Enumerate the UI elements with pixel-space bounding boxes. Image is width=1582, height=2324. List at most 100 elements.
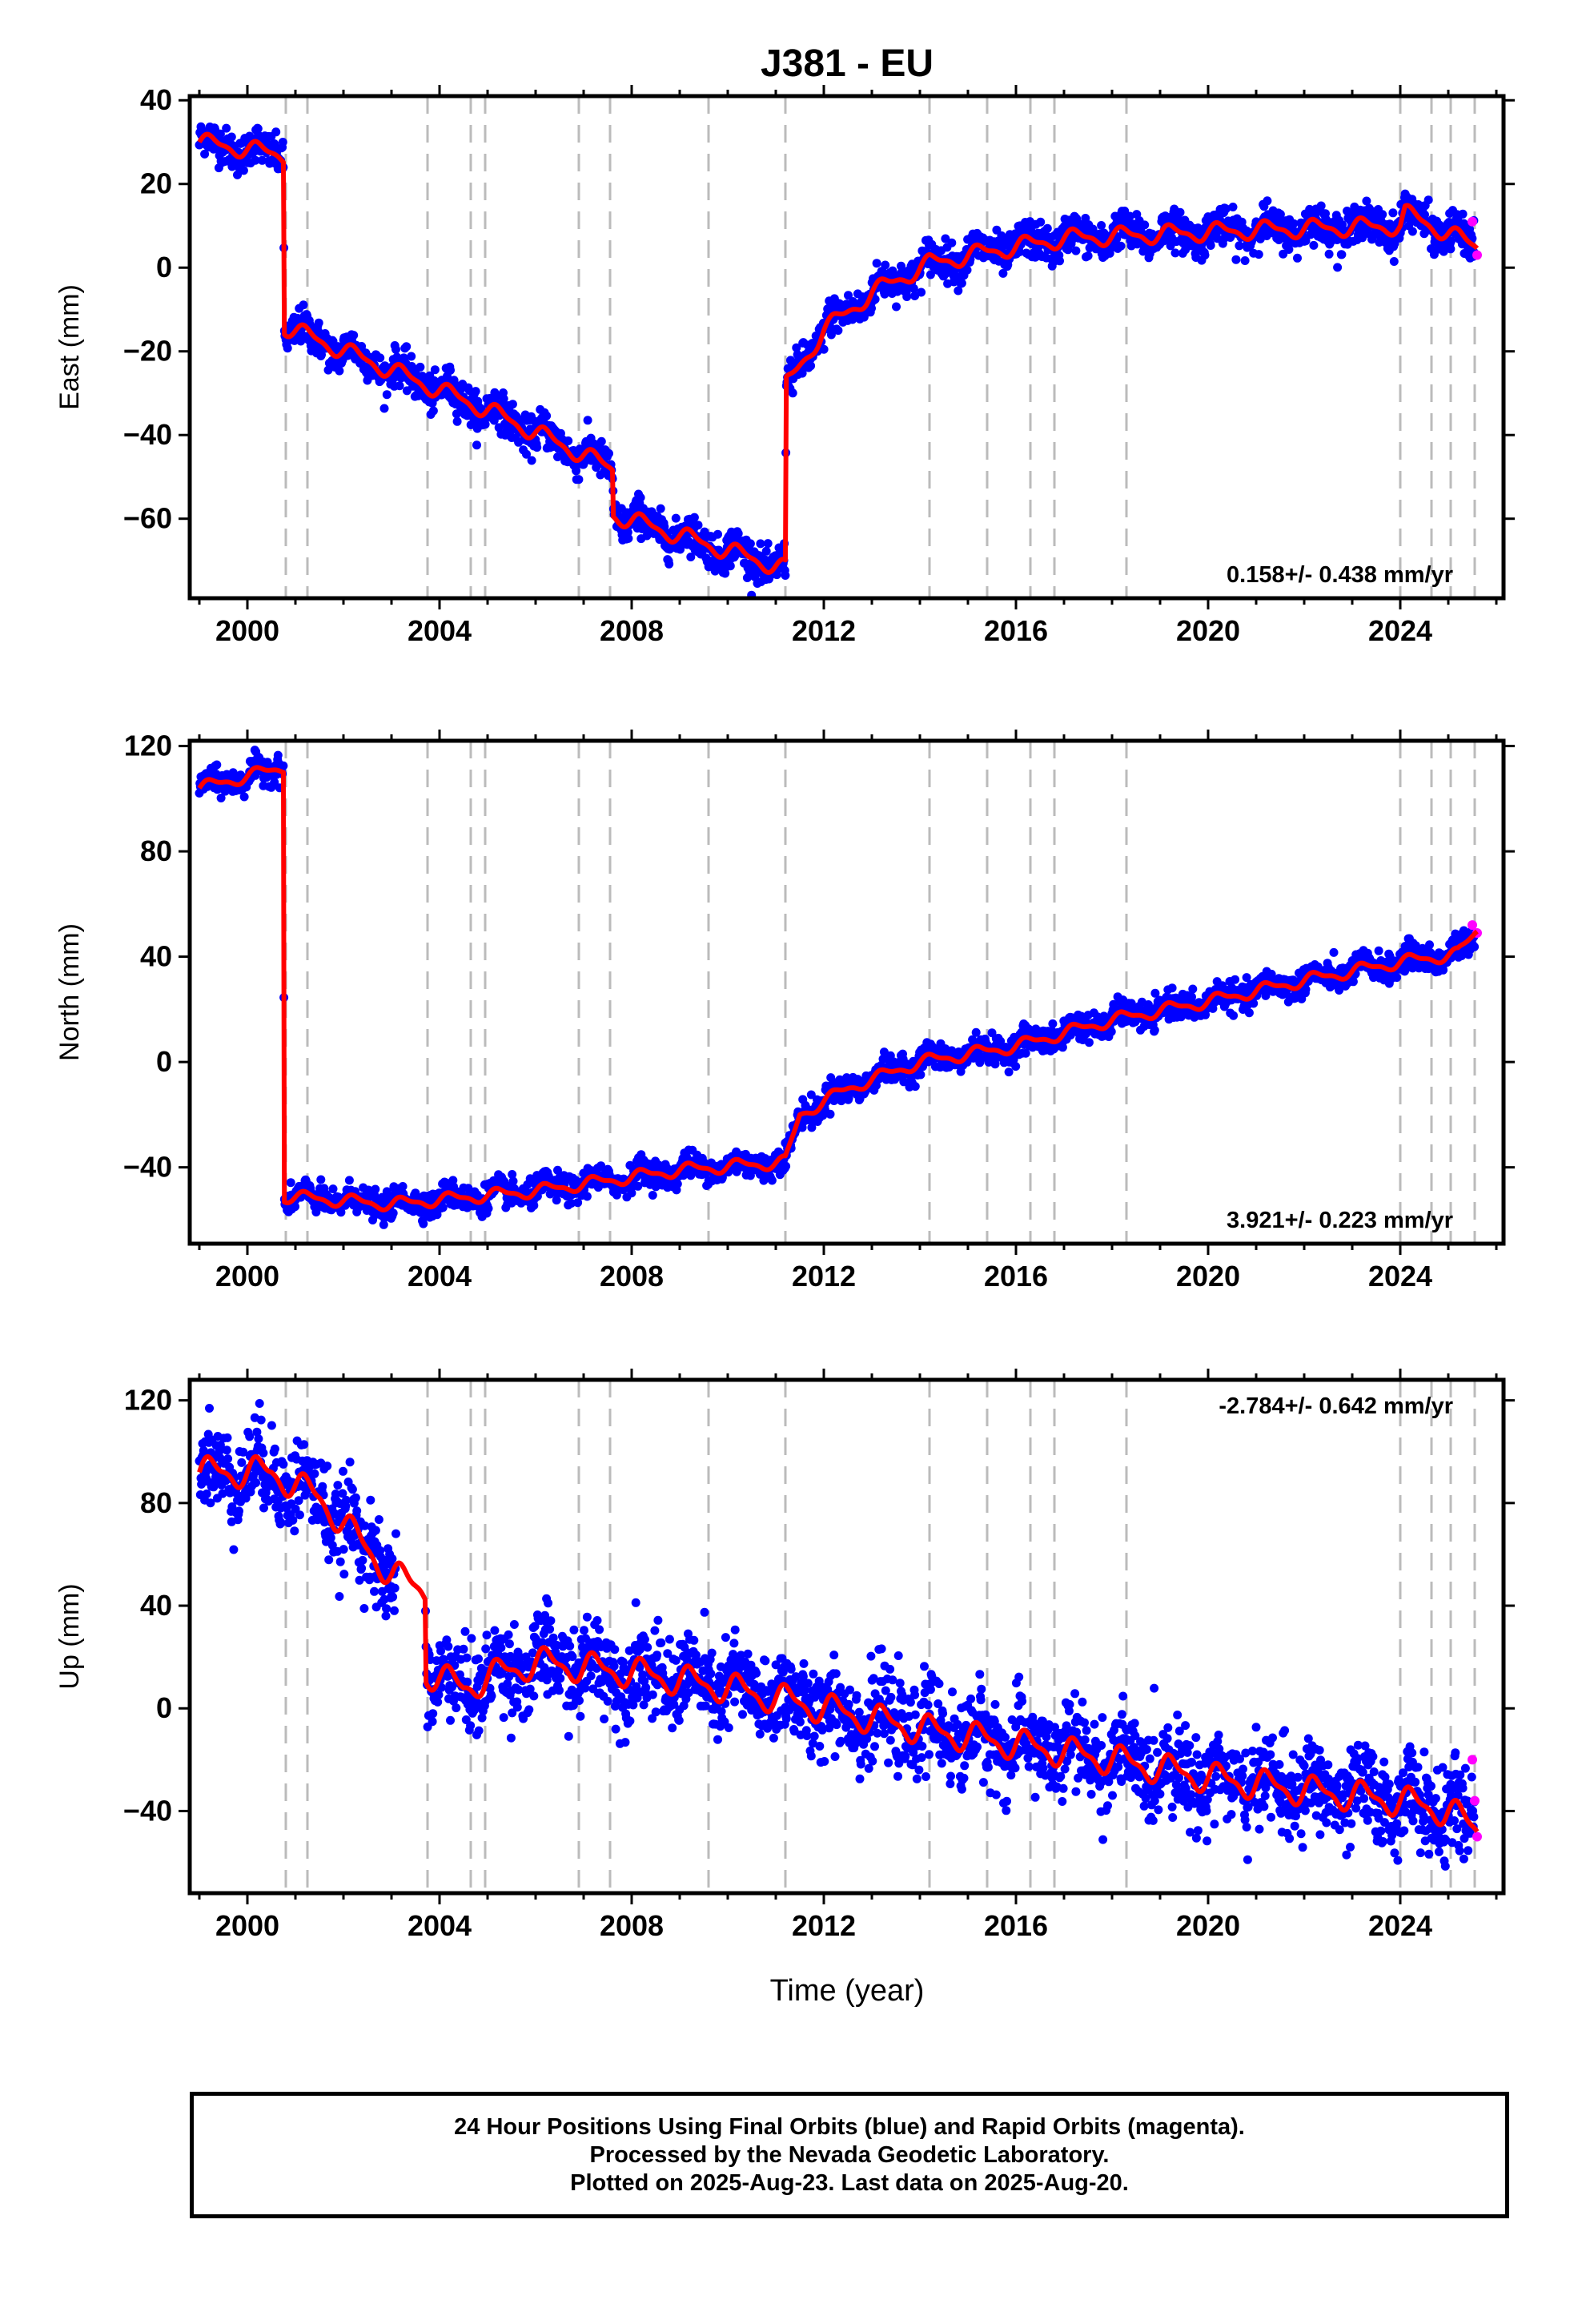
east-data-point — [572, 466, 581, 476]
east-data-point — [299, 300, 308, 310]
east-data-point — [596, 436, 606, 446]
east-data-point — [624, 533, 633, 543]
east-data-point — [1423, 195, 1433, 205]
east-data-point — [665, 559, 674, 569]
east-data-point — [1254, 250, 1263, 259]
east-data-point — [407, 352, 416, 361]
east-data-point — [797, 368, 807, 378]
north-data-point — [388, 1208, 398, 1218]
north-data-point — [781, 1161, 791, 1171]
east-data-point — [283, 344, 292, 353]
east-data-point — [227, 132, 236, 142]
east-data-point — [1071, 246, 1081, 255]
east-x-tick-label: 2024 — [1368, 614, 1432, 647]
north-data-point — [825, 1109, 835, 1119]
east-data-point — [671, 513, 681, 523]
east-data-point — [721, 569, 730, 578]
north-data-point — [1084, 1038, 1094, 1047]
east-data-point — [222, 123, 231, 133]
north-data-point — [1187, 992, 1196, 1002]
east-data-point — [1105, 248, 1114, 258]
east-data-point — [395, 381, 404, 391]
east-data-point — [472, 440, 481, 450]
east-data-point — [314, 318, 323, 328]
east-data-point — [689, 513, 699, 522]
north-data-point — [344, 1176, 354, 1185]
north-data-point — [508, 1176, 518, 1186]
east-data-point — [926, 270, 935, 279]
east-data-point — [428, 406, 438, 416]
east-data-point — [761, 546, 771, 556]
north-data-point — [673, 1179, 682, 1188]
east-data-point — [402, 342, 412, 352]
north-data-point — [371, 1184, 380, 1194]
east-data-point — [527, 456, 536, 465]
figure-title: J381 - EU — [761, 42, 934, 85]
north-data-point — [1150, 1025, 1159, 1035]
east-data-point — [1388, 208, 1398, 218]
north-data-point — [212, 760, 222, 770]
east-data-point — [542, 411, 552, 420]
north-data-point — [627, 1188, 636, 1198]
east-data-point — [522, 449, 531, 459]
east-data-point — [826, 330, 836, 340]
north-data-point — [273, 750, 283, 760]
east-rapid-point — [1472, 250, 1482, 260]
north-data-point — [328, 1184, 338, 1194]
east-data-point — [452, 416, 462, 426]
north-data-point — [1188, 984, 1198, 994]
east-y-tick-label: −40 — [123, 418, 172, 451]
east-data-point — [200, 149, 210, 159]
east-data-point — [881, 260, 890, 270]
north-data-point — [1229, 1011, 1239, 1020]
north-data-point — [1011, 1062, 1021, 1072]
east-data-point — [290, 336, 299, 345]
east-data-point — [872, 259, 881, 268]
east-x-tick-label: 2000 — [215, 614, 279, 647]
east-data-point — [1263, 196, 1272, 206]
north-data-point — [582, 1192, 592, 1201]
east-data-point — [750, 572, 760, 581]
north-data-point — [1231, 975, 1240, 984]
east-data-point — [1206, 241, 1215, 250]
east-data-point — [656, 504, 665, 513]
east-data-point — [416, 362, 425, 372]
east-data-point — [391, 344, 400, 354]
north-data-point — [316, 1175, 326, 1184]
north-data-point — [419, 1219, 428, 1228]
east-data-point — [792, 343, 801, 352]
east-data-point — [1316, 201, 1326, 211]
east-data-point — [532, 443, 542, 452]
east-data-point — [1116, 241, 1126, 251]
east-data-point — [833, 326, 843, 336]
north-data-point — [1244, 1008, 1254, 1018]
east-data-point — [867, 304, 876, 313]
north-data-point — [286, 1178, 295, 1188]
east-data-point — [725, 561, 735, 571]
east-data-point — [1389, 257, 1399, 266]
north-panel: 2000 2004 2008 2012 2016 2020 202412080400−40 … — [54, 730, 1515, 1293]
east-data-point — [892, 302, 901, 312]
east-data-point — [215, 129, 225, 139]
east-data-point — [1228, 203, 1238, 211]
east-data-point — [745, 539, 755, 549]
north-data-point — [648, 1191, 657, 1200]
east-model-line — [197, 131, 1480, 575]
east-data-point — [910, 292, 920, 300]
east-data-point — [1014, 247, 1024, 257]
east-data-point — [258, 155, 267, 165]
north-data-point — [767, 1176, 777, 1185]
east-points — [195, 122, 1480, 600]
east-data-point — [806, 361, 816, 371]
east-data-point — [1175, 207, 1185, 217]
east-data-point — [902, 292, 912, 301]
north-data-point — [910, 1082, 920, 1092]
east-data-point — [604, 448, 613, 458]
east-data-point — [251, 155, 260, 165]
east-data-point — [998, 268, 1008, 278]
east-data-point — [954, 286, 963, 296]
east-events — [284, 96, 1476, 598]
east-data-point — [1200, 251, 1210, 260]
east-data-point — [636, 493, 645, 502]
east-y-tick-label: 20 — [140, 167, 172, 200]
